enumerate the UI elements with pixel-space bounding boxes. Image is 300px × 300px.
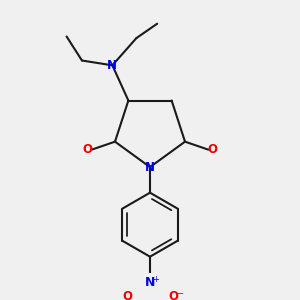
Text: O: O (168, 290, 178, 300)
Text: N: N (107, 59, 117, 72)
Text: −: − (176, 289, 184, 299)
Text: N: N (145, 276, 155, 290)
Text: O: O (122, 290, 132, 300)
Text: +: + (152, 275, 159, 284)
Text: O: O (207, 143, 217, 156)
Text: O: O (83, 143, 93, 156)
Text: N: N (145, 160, 155, 174)
